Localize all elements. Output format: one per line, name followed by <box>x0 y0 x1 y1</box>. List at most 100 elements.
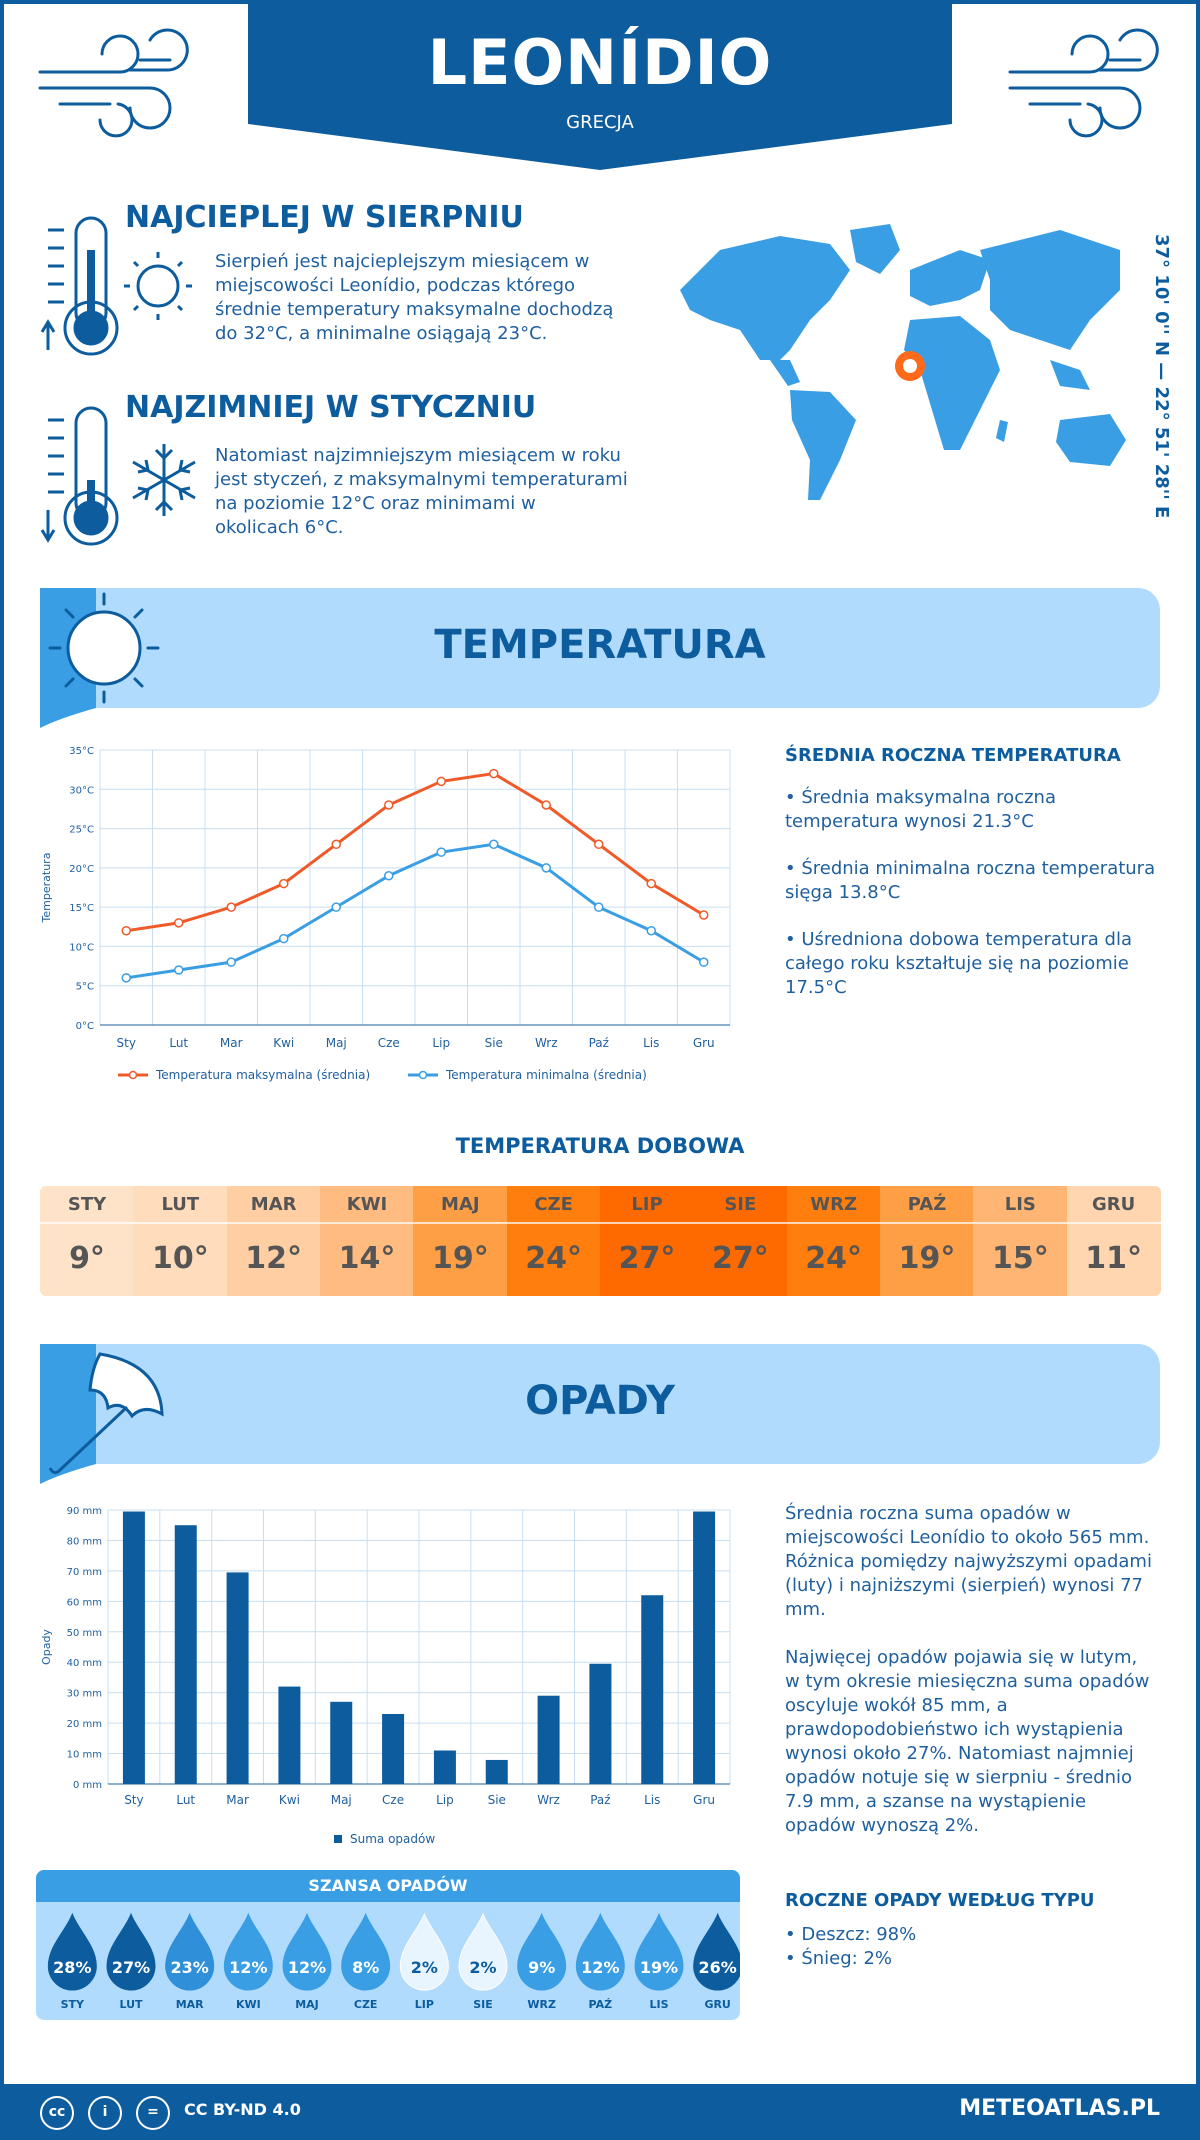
precip-bar <box>122 1511 145 1784</box>
rain-drop-icon <box>399 1912 449 1991</box>
daily-temp-value: 10° <box>151 1241 209 1276</box>
legend-label: Temperatura minimalna (średnia) <box>445 1068 647 1082</box>
daily-temp-cell: MAR 12° <box>226 1186 321 1296</box>
data-point <box>384 870 394 881</box>
sun-band-graphic <box>40 588 160 728</box>
thermometer-cold-icon <box>40 406 119 546</box>
precip-grid <box>107 1509 731 1785</box>
precip-chance-value: 2% <box>469 1958 496 1977</box>
x-tick-label: Lis <box>643 1036 659 1050</box>
daily-temp-month: LIS <box>973 1186 1068 1224</box>
annual-temp-line: całego roku kształtuje się na poziomie <box>785 953 1129 974</box>
hottest-line: do 32°C, a minimalne osiągają 23°C. <box>215 323 548 344</box>
precip-chance-value: 12% <box>229 1958 267 1977</box>
x-tick-label: Kwi <box>273 1036 294 1050</box>
precip-chance-value: 23% <box>171 1958 209 1977</box>
precip-band-title: OPADY <box>525 1378 675 1424</box>
snowflake-icon <box>132 444 196 516</box>
rain-drop-icon <box>458 1912 508 1991</box>
precip-bar <box>330 1701 353 1784</box>
daily-temp-month: GRU <box>1066 1186 1161 1224</box>
data-point <box>541 800 551 810</box>
annual-temp-line: sięga 13.8°C <box>785 882 901 903</box>
daily-temp-month: WRZ <box>786 1186 881 1224</box>
rain-drop-icon <box>341 1912 391 1991</box>
precip-chance-month: PAŹ <box>589 1998 613 2011</box>
precip-chance-month: SIE <box>473 1998 493 2011</box>
data-point <box>489 839 499 850</box>
data-point <box>646 878 656 889</box>
precip-text-line: Średnia roczna suma opadów w <box>785 1503 1071 1524</box>
data-point <box>331 902 341 912</box>
country-subtitle: GRECJA <box>566 112 634 133</box>
coldest-line: jest styczeń, z maksymalnymi temperatura… <box>215 469 628 490</box>
rain-drop-icon <box>634 1912 684 1991</box>
daily-temp-value: 27° <box>618 1241 676 1276</box>
y-tick-label: 35°C <box>69 746 94 757</box>
daily-temp-month: STY <box>40 1186 134 1224</box>
precip-text-line: mm. <box>785 1599 826 1620</box>
annual-temp-line: 17.5°C <box>785 977 847 998</box>
rain-drop-icon <box>47 1912 97 1991</box>
annual-temp-title: ŚREDNIA ROCZNA TEMPERATURA <box>785 745 1121 766</box>
y-tick-label: 50 mm <box>67 1628 102 1639</box>
y-tick-label: 10°C <box>69 942 94 953</box>
x-tick-label: Wrz <box>537 1793 560 1807</box>
daily-temp-value: 19° <box>898 1241 956 1276</box>
daily-temp-cell: PAŹ 19° <box>880 1186 974 1296</box>
coldest-line: okolicach 6°C. <box>215 517 344 538</box>
annual-temp-line: • Uśredniona dobowa temperatura dla <box>785 929 1133 950</box>
no-derivatives-icon: = <box>136 2096 170 2130</box>
temperature-chart: 0°C 5°C 10°C 15°C 20°C 25°C 30°C 35°C Sty Lut Mar K… <box>40 746 731 1082</box>
precip-bar <box>589 1663 612 1784</box>
thermo-graphics <box>40 216 196 546</box>
x-tick-label: Sty <box>117 1036 136 1050</box>
precip-text-line: opadów notuje się w sierpniu - średnio <box>785 1767 1132 1788</box>
site-link[interactable]: METEOATLAS.PL <box>959 2096 1160 2121</box>
daily-temp-cell: WRZ 24° <box>786 1186 881 1296</box>
precip-chance-month: CZE <box>354 1998 378 2011</box>
wind-icon <box>1008 28 1159 138</box>
rain-drop-icon <box>223 1912 273 1991</box>
x-tick-label: Gru <box>693 1793 715 1807</box>
sun-icon <box>124 252 192 320</box>
data-point <box>279 933 289 944</box>
annual-temp-line: • Średnia minimalna roczna temperatura <box>785 858 1156 879</box>
license-label: CC BY-ND 4.0 <box>184 2100 301 2119</box>
precip-bar <box>278 1686 301 1784</box>
x-tick-label: Mar <box>220 1036 243 1050</box>
x-tick-label: Paź <box>589 1036 609 1050</box>
y-tick-label: 60 mm <box>67 1597 102 1608</box>
series-line <box>126 772 705 933</box>
series-line <box>126 842 705 980</box>
hottest-line: miejscowości Leonídio, podczas którego <box>215 275 576 296</box>
x-tick-label: Lut <box>176 1793 195 1807</box>
data-point <box>279 878 289 889</box>
temp-grid <box>99 749 731 1026</box>
precip-text-line: Najwięcej opadów pojawia się w lutym, <box>785 1647 1138 1668</box>
precip-chance-value: 9% <box>528 1958 555 1977</box>
daily-temp-value: 27° <box>711 1241 769 1276</box>
precip-chance-value: 27% <box>112 1958 150 1977</box>
y-tick-label: 40 mm <box>67 1658 102 1669</box>
precip-chance-value: 28% <box>53 1958 91 1977</box>
legend-label: Suma opadów <box>350 1832 435 1846</box>
rain-drop-icon <box>106 1912 156 1991</box>
y-tick-label: 30°C <box>69 785 94 796</box>
precip-chance-value: 12% <box>581 1958 619 1977</box>
daily-temp-month: MAJ <box>413 1186 508 1224</box>
daily-temp-value: 15° <box>991 1241 1049 1276</box>
rain-drop-icon <box>517 1912 567 1991</box>
thermometer-hot-icon <box>40 216 119 356</box>
daily-temp-month: PAŹ <box>880 1186 974 1224</box>
precip-bar <box>537 1695 560 1784</box>
temperature-band-title: TEMPERATURA <box>434 622 766 668</box>
daily-temp-table: STY 9° LUT 10° MAR 12° KWI 14° MAJ 19° CZE 24° LIP 27… <box>40 1186 1161 1296</box>
data-point <box>594 839 604 850</box>
data-point <box>226 957 236 967</box>
precip-bar <box>693 1511 716 1784</box>
x-tick-label: Lis <box>644 1793 660 1807</box>
y-tick-label: 0 mm <box>73 1780 102 1791</box>
y-tick-label: 90 mm <box>67 1506 102 1517</box>
daily-temp-title: TEMPERATURA DOBOWA <box>455 1134 745 1158</box>
